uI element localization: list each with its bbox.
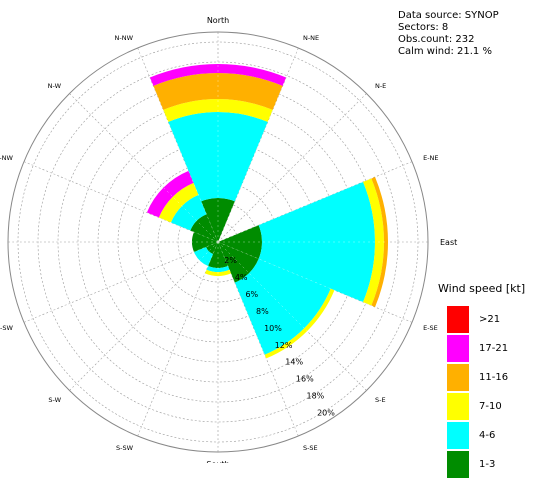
direction-label: W-NW <box>0 154 13 162</box>
wind-petal-segment <box>205 242 218 255</box>
legend-item: 7-10 <box>447 393 527 420</box>
direction-label: N-NW <box>115 34 134 42</box>
wind-rose-chart: 2% 4% 6% 8% 10% 12% 14% 16% 18% 20% North N-NE N-E E-… <box>0 16 457 463</box>
calm-wind-text: Calm wind: 21.1 % <box>398 46 492 57</box>
direction-label: S-E <box>375 396 386 404</box>
radial-gridline-overlay <box>217 161 413 243</box>
wind-petal-segment <box>191 232 218 252</box>
radial-tick-label: 12% <box>275 341 293 350</box>
wind-petal-segment <box>206 266 230 273</box>
legend-item: >21 <box>447 306 527 333</box>
radial-tick-label: 20% <box>317 409 335 418</box>
direction-label: S-W <box>48 396 61 404</box>
data-source-text: Data source: SYNOP <box>398 10 499 21</box>
radial-gridline-overlay <box>23 161 219 243</box>
legend-item: 1-3 <box>447 451 527 478</box>
legend-swatch <box>447 364 469 391</box>
legend-swatch <box>447 335 469 362</box>
radial-tick-label: 10% <box>264 324 282 333</box>
direction-label: South <box>206 460 229 463</box>
radial-tick-label: 16% <box>296 375 314 384</box>
radial-gridline-overlay <box>217 241 367 391</box>
direction-label: S-SW <box>116 444 134 452</box>
sectors-text: Sectors: 8 <box>398 22 449 33</box>
legend-label: 4-6 <box>479 430 496 441</box>
radial-gridline-overlay <box>23 241 219 323</box>
legend-swatch <box>447 451 469 478</box>
legend-swatch <box>447 306 469 333</box>
direction-label: W-SW <box>0 324 13 332</box>
legend-label: 1-3 <box>479 459 496 470</box>
wind-petal-segment <box>371 176 388 308</box>
wind-petal-segment <box>146 170 194 218</box>
radial-gridline-overlay <box>217 241 299 437</box>
radial-gridline-overlay <box>137 47 219 243</box>
direction-label: E-NE <box>423 154 438 162</box>
wind-petal-segment <box>363 178 384 306</box>
radial-gridline-overlay <box>217 241 413 323</box>
radial-tick-label: 6% <box>245 290 258 299</box>
wind-petal-segment <box>258 181 375 303</box>
radial-gridline-overlay <box>69 241 219 391</box>
info-block: Data source: SYNOP Sectors: 8 Obs.count:… <box>398 10 499 58</box>
wind-petal-segment <box>190 214 218 242</box>
radial-tick-label: 18% <box>306 392 324 401</box>
legend-label: 17-21 <box>479 343 509 354</box>
legend: >21 17-21 11-16 7-10 4-6 1-3 <box>447 306 527 480</box>
legend-label: 11-16 <box>479 372 509 383</box>
wind-petal-segment <box>149 64 287 86</box>
direction-label: East <box>440 238 457 247</box>
direction-label: N-E <box>375 82 386 90</box>
legend-label: >21 <box>479 314 501 325</box>
legend-swatch <box>447 393 469 420</box>
radial-gridline-overlay <box>217 93 367 243</box>
wind-petal-segment <box>218 242 259 283</box>
radial-gridline-overlay <box>217 47 299 243</box>
legend-title: Wind speed [kt] <box>438 282 526 295</box>
direction-label: N-NE <box>303 34 319 42</box>
wind-petal-segment <box>208 242 228 268</box>
direction-label: E-SE <box>423 324 438 332</box>
radial-tick-label: 4% <box>235 273 248 282</box>
radial-tick-label: 8% <box>256 307 269 316</box>
direction-label: S-SE <box>303 444 318 452</box>
radial-tick-label: 2% <box>224 256 237 265</box>
legend-swatch <box>447 422 469 449</box>
legend-label: 7-10 <box>479 401 502 412</box>
radial-gridline-overlay <box>69 93 219 243</box>
legend-item: 11-16 <box>447 364 527 391</box>
direction-label: N-W <box>48 82 62 90</box>
legend-item: 4-6 <box>447 422 527 449</box>
obs-count-text: Obs.count: 232 <box>398 34 475 45</box>
legend-item: 17-21 <box>447 335 527 362</box>
radial-gridline-overlay <box>137 241 219 437</box>
direction-label: North <box>207 16 229 25</box>
radial-tick-label: 14% <box>285 358 303 367</box>
